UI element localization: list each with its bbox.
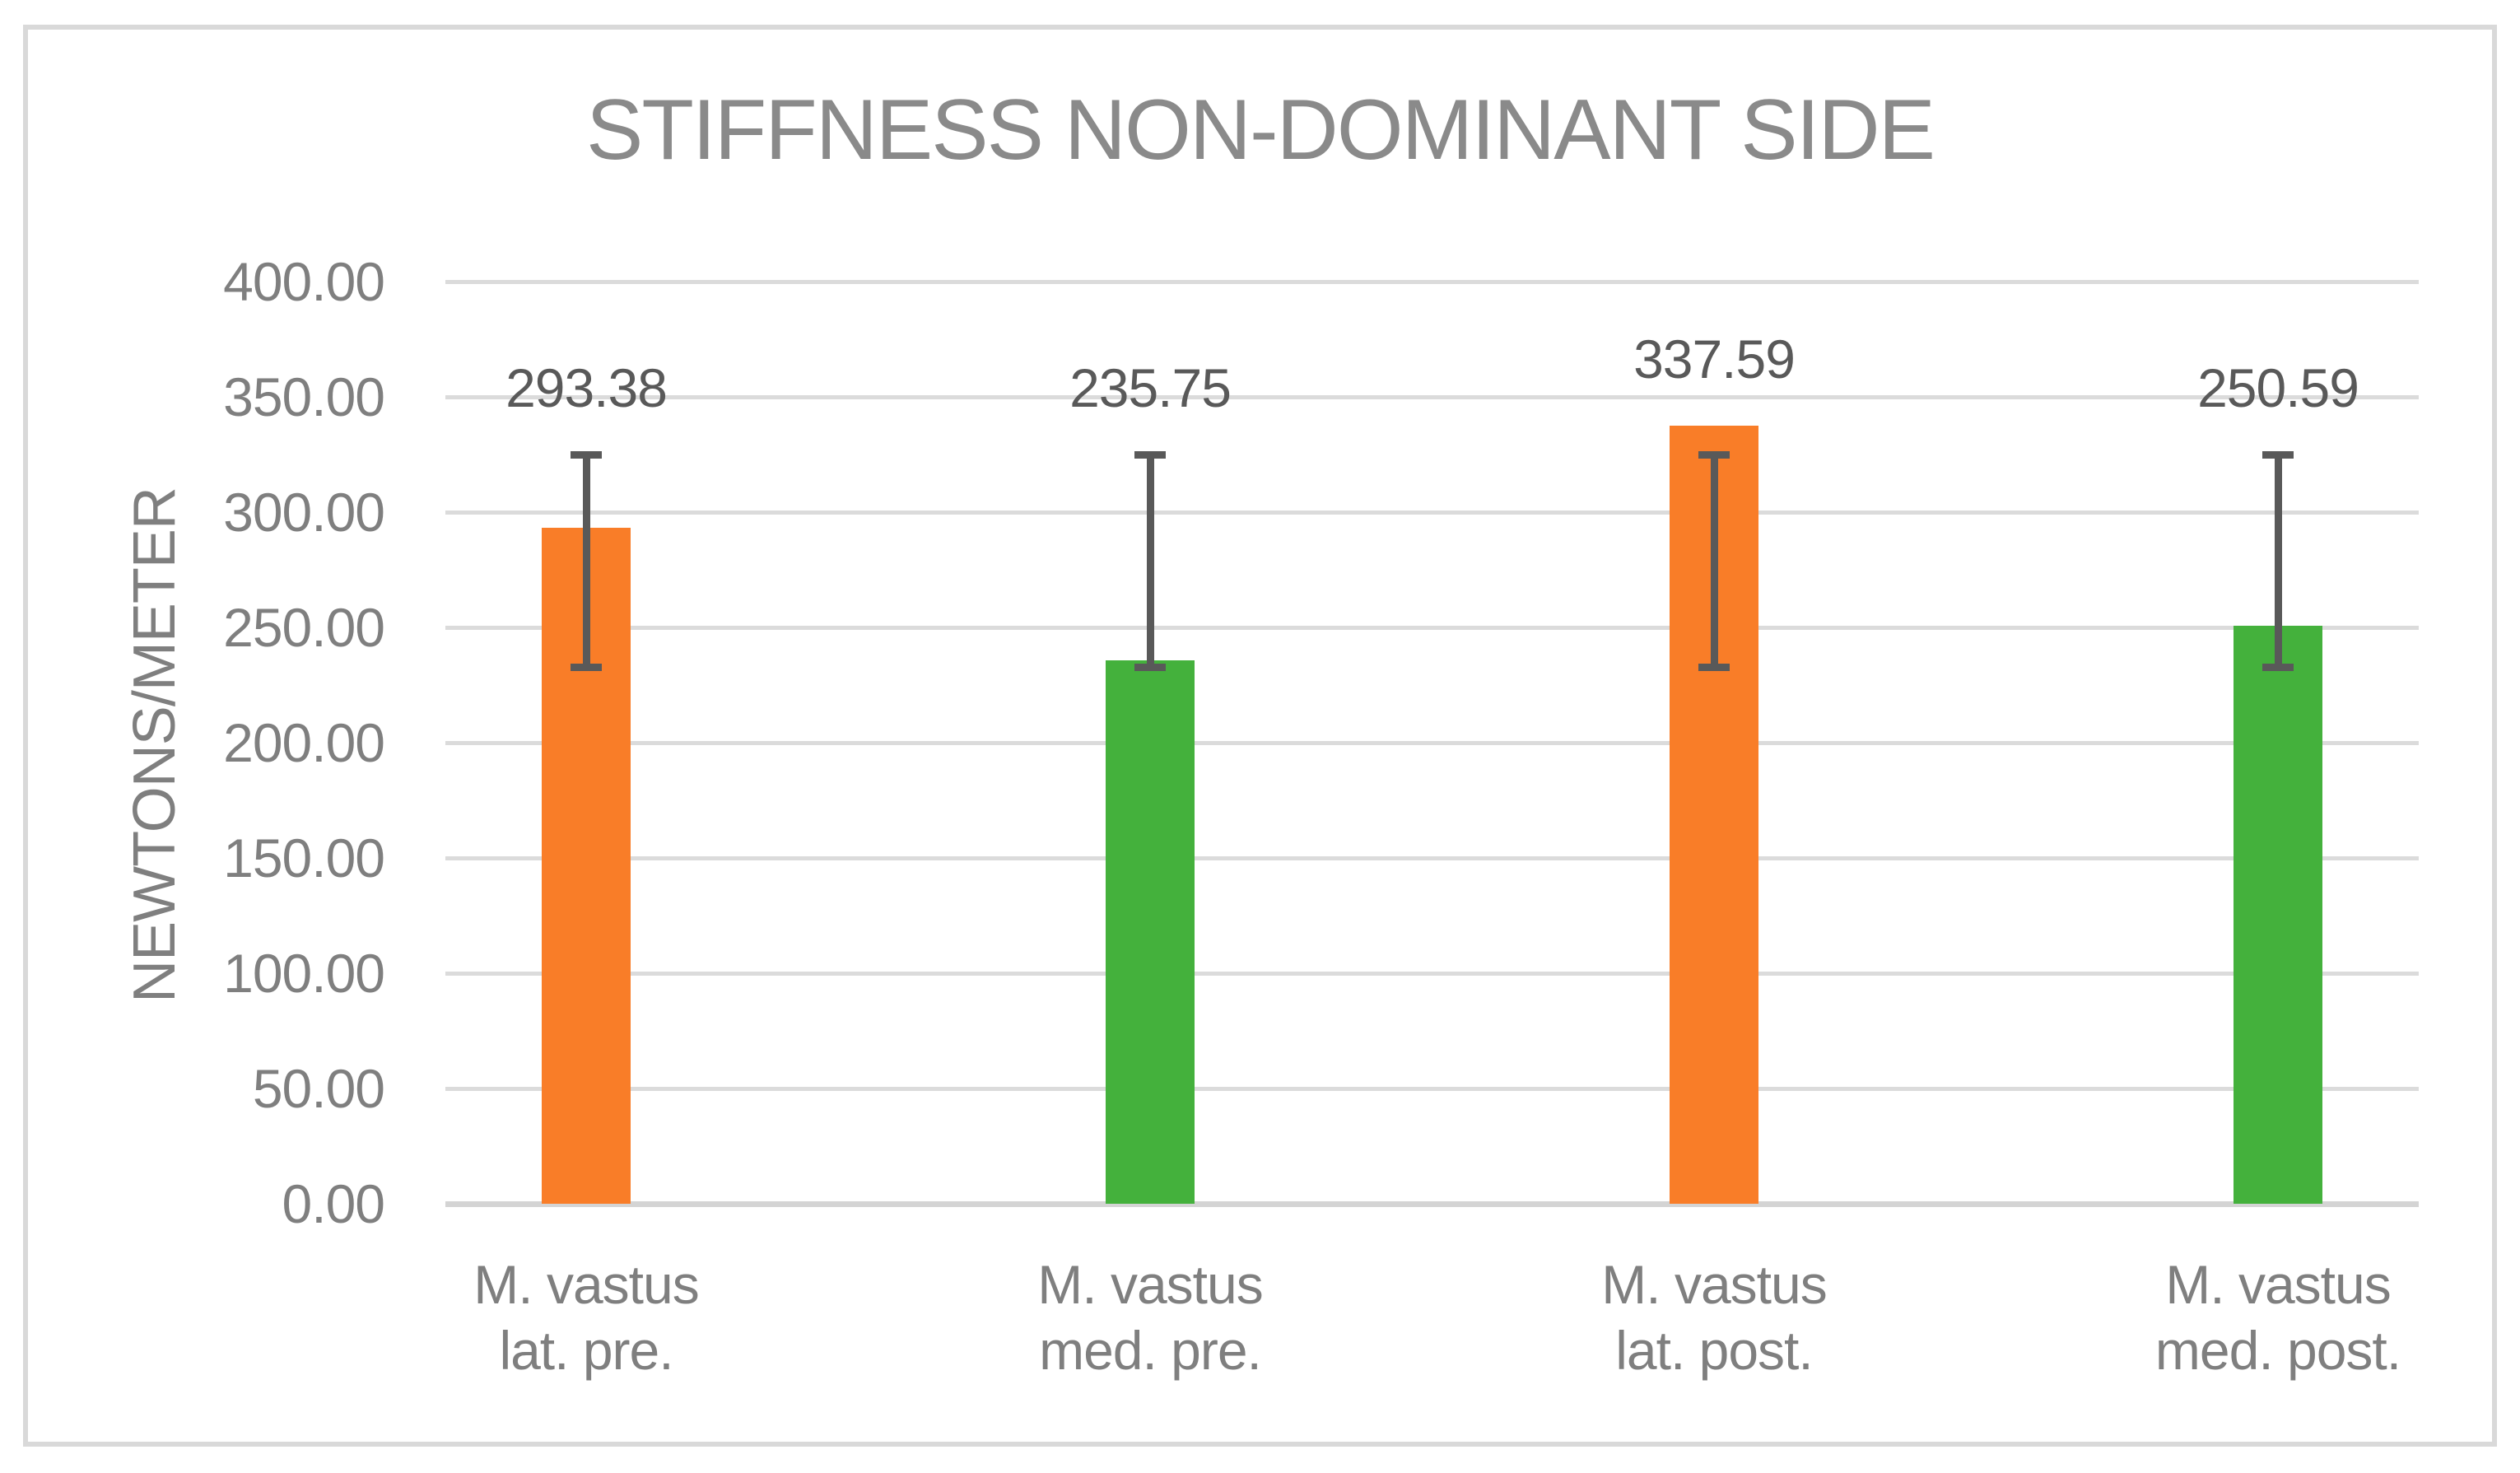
chart-border-frame [23, 25, 2497, 1447]
error-bar-m-vastus-med-post [2275, 454, 2282, 667]
x-category-label-m-vastus-med-post: M. vastus med. post. [2047, 1252, 2508, 1383]
error-bar-top-cap-m-vastus-med-post [2262, 451, 2294, 459]
chart-title: STIFFNESS NON-DOMINANT SIDE [585, 82, 1935, 178]
error-bar-m-vastus-med-pre [1147, 454, 1154, 667]
error-bar-bottom-cap-m-vastus-med-pre [1134, 664, 1166, 671]
y-tick-label-150: 150.00 [223, 827, 385, 888]
y-tick-label-400: 400.00 [223, 251, 385, 312]
error-bar-bottom-cap-m-vastus-med-post [2262, 664, 2294, 671]
x-category-label-line: med. pre. [1039, 1320, 1262, 1381]
error-bar-bottom-cap-m-vastus-lat-post [1698, 664, 1730, 671]
y-tick-label-200: 200.00 [223, 712, 385, 773]
x-category-label-line: M. vastus [1601, 1254, 1827, 1315]
error-bar-top-cap-m-vastus-lat-pre [571, 451, 602, 459]
x-axis-line [445, 1201, 2419, 1207]
error-bar-top-cap-m-vastus-lat-post [1698, 451, 1730, 459]
y-tick-label-350: 350.00 [223, 366, 385, 427]
error-bar-m-vastus-lat-pre [583, 454, 590, 667]
x-category-label-line: lat. post. [1615, 1320, 1813, 1381]
data-label-m-vastus-lat-post: 337.59 [1633, 329, 1796, 389]
x-category-label-m-vastus-lat-post: M. vastus lat. post. [1484, 1252, 1945, 1383]
gridline-50 [445, 1087, 2419, 1091]
data-label-m-vastus-lat-pre: 293.38 [505, 357, 668, 418]
x-category-label-m-vastus-med-pre: M. vastus med. pre. [920, 1252, 1381, 1383]
gridline-300 [445, 510, 2419, 515]
bar-m-vastus-med-pre [1106, 660, 1195, 1204]
data-label-m-vastus-med-pre: 235.75 [1069, 357, 1232, 418]
y-tick-label-100: 100.00 [223, 943, 385, 1004]
data-label-m-vastus-med-post: 250.59 [2197, 357, 2359, 418]
x-category-label-line: M. vastus [1037, 1254, 1263, 1315]
x-category-label-line: M. vastus [473, 1254, 699, 1315]
x-category-label-line: med. post. [2154, 1320, 2401, 1381]
bar-m-vastus-med-post [2234, 626, 2322, 1204]
y-tick-label-250: 250.00 [223, 597, 385, 658]
y-tick-label-50: 50.00 [252, 1058, 385, 1119]
error-bar-top-cap-m-vastus-med-pre [1134, 451, 1166, 459]
gridline-100 [445, 972, 2419, 976]
y-tick-label-0: 0.00 [282, 1173, 385, 1234]
y-tick-label-300: 300.00 [223, 482, 385, 543]
gridline-400 [445, 280, 2419, 284]
error-bar-m-vastus-lat-post [1711, 454, 1718, 667]
error-bar-bottom-cap-m-vastus-lat-pre [571, 664, 602, 671]
gridline-200 [445, 741, 2419, 745]
x-category-label-m-vastus-lat-pre: M. vastus lat. pre. [356, 1252, 817, 1383]
gridline-250 [445, 626, 2419, 630]
x-category-label-line: M. vastus [2165, 1254, 2391, 1315]
gridline-150 [445, 856, 2419, 860]
gridline-350 [445, 395, 2419, 399]
x-category-label-line: lat. pre. [499, 1320, 673, 1381]
